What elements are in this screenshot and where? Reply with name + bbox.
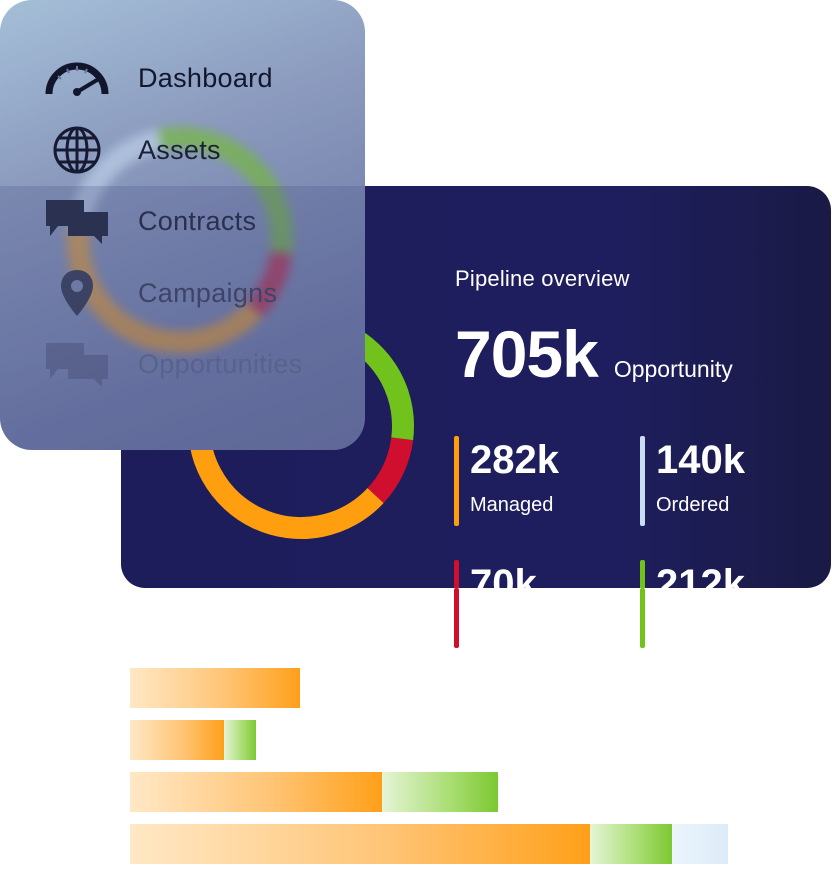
donut-segment-0 — [188, 411, 384, 539]
opportunity-value: 705k — [455, 317, 599, 391]
sidebar-overlap-shade — [0, 186, 365, 450]
sidebar-item-opportunities-label: Opportunities — [138, 348, 303, 379]
pipeline-overview-card: Pipeline overview 705k Opportunity 282k … — [121, 186, 831, 588]
stacked-bar-2 — [130, 772, 498, 812]
stacked-bar-3-segment-0 — [130, 824, 590, 864]
donut-segment-0 — [67, 225, 263, 353]
stacked-bar-3 — [130, 824, 728, 864]
sidebar-item-dashboard[interactable]: Dashboard — [0, 48, 365, 108]
stacked-bar-3-segment-1 — [590, 824, 672, 864]
gauge-icon — [44, 53, 110, 103]
pipeline-title: Pipeline overview — [455, 266, 630, 291]
chat-bubbles-icon — [44, 196, 110, 246]
stacked-bar-2-segment-1 — [382, 772, 498, 812]
stat-green-value: 212k — [656, 562, 745, 588]
donut-segment-1 — [367, 437, 414, 504]
opportunity-total: 705k Opportunity — [455, 316, 733, 392]
stat-managed-value: 282k — [470, 438, 559, 482]
donut-segment-2 — [158, 127, 293, 255]
sidebar-item-assets-label: Assets — [138, 134, 221, 165]
stat-managed-label: Managed — [470, 494, 554, 516]
stat-green-bar — [640, 560, 645, 588]
stat-red-value: 70k — [470, 562, 537, 588]
donut-segment-1 — [246, 251, 293, 318]
sidebar-item-assets[interactable]: Assets — [0, 120, 365, 180]
sidebar-item-dashboard-label: Dashboard — [138, 62, 273, 93]
stat-ordered-value: 140k — [656, 438, 745, 482]
stat-ordered-bar — [640, 436, 645, 526]
sidebar-item-opportunities[interactable]: Opportunities — [0, 334, 365, 394]
stacked-bar-1-segment-1 — [224, 720, 256, 760]
opportunity-label: Opportunity — [613, 356, 733, 382]
stacked-bar-0 — [130, 668, 300, 708]
sidebar-item-contracts[interactable]: Contracts — [0, 191, 365, 251]
stat-green-bar-extension — [640, 588, 645, 648]
sidebar-item-campaigns-label: Campaigns — [138, 277, 278, 308]
sidebar-nav: Dashboard Assets Contracts — [0, 0, 365, 450]
stat-ordered-label: Ordered — [656, 494, 730, 516]
stacked-bar-2-segment-0 — [130, 772, 382, 812]
stacked-bar-1-segment-0 — [130, 720, 224, 760]
stacked-bar-1 — [130, 720, 256, 760]
map-pin-icon — [44, 268, 110, 318]
stacked-bar-3-segment-2 — [672, 824, 728, 864]
stat-red-bar-extension — [454, 588, 459, 648]
sidebar-item-campaigns[interactable]: Campaigns — [0, 263, 365, 323]
sidebar-item-contracts-label: Contracts — [138, 205, 257, 236]
stacked-bar-0-segment-0 — [130, 668, 300, 708]
stat-managed-bar — [454, 436, 459, 526]
globe-icon — [44, 125, 110, 175]
stat-red-bar — [454, 560, 459, 588]
chat-bubbles-icon — [44, 339, 110, 389]
